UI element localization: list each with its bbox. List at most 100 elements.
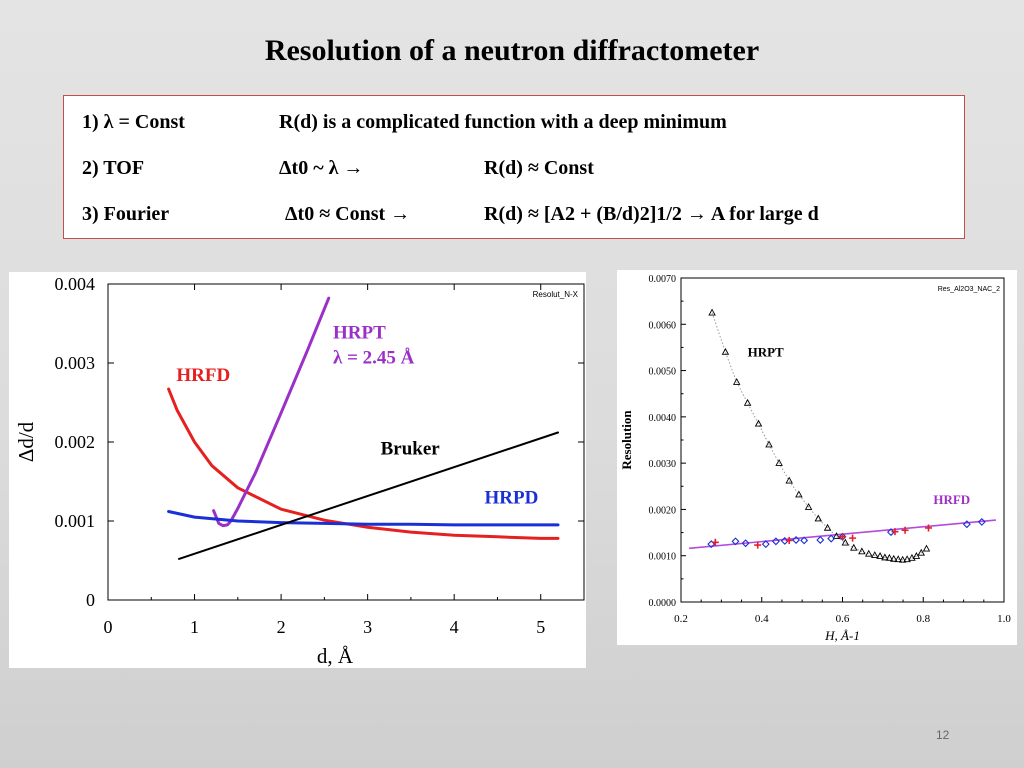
data-point-plus (839, 533, 846, 541)
data-point-triangle (795, 490, 803, 498)
data-point-triangle (922, 544, 931, 552)
data-point-triangle (775, 459, 783, 466)
data-point-triangle (876, 552, 884, 559)
x-tick-label: 0 (104, 617, 113, 637)
series-line-hrpd (167, 510, 560, 527)
y-tick-label: 0 (86, 590, 95, 610)
y-tick-label: 0.0060 (649, 320, 677, 331)
data-point-diamond (977, 517, 986, 526)
data-point-triangle (841, 538, 850, 546)
y-tick-label: 0.001 (55, 511, 96, 531)
y-tick-label: 0.0070 (649, 274, 677, 285)
x-axis-label: H, Å-1 (824, 628, 860, 643)
data-point-diamond (731, 537, 740, 546)
data-point-diamond (827, 534, 836, 543)
x-tick-label: 0.2 (674, 613, 688, 625)
y-tick-label: 0.0040 (649, 413, 677, 424)
data-point-triangle (785, 476, 793, 484)
resolution-methods-box: 1) λ = Const R(d) is a complicated funct… (63, 95, 965, 239)
y-tick-label: 0.0020 (649, 505, 677, 516)
x-tick-label: 1 (190, 617, 199, 637)
method-label: 1) λ = Const (82, 111, 185, 133)
y-tick-label: 0.004 (55, 274, 96, 294)
y-tick-label: 0.0010 (649, 552, 677, 563)
x-tick-label: 2 (277, 617, 286, 637)
plot-frame (680, 277, 1005, 603)
data-point-plus (785, 536, 793, 544)
chart-corner-label: Resolut_N-X (533, 290, 579, 299)
data-point-triangle (903, 555, 911, 563)
y-tick-label: 0.0050 (649, 367, 677, 378)
data-point-plus (924, 524, 932, 532)
y-tick-label: 0.002 (55, 432, 96, 452)
y-axis-label: Δd/d (14, 421, 38, 462)
hrpt-guide-curve (711, 312, 927, 561)
resolution-vs-h-plot: Res_Al2O3_NAC_2 0.2 0.4 0.6 0.8 1.0 0.0000 0.00… (619, 274, 1011, 643)
series-line-bruker (178, 431, 559, 560)
method-result: R(d) ≈ [A2 + (B/d)2]1/2 → A for large d (484, 203, 819, 225)
x-tick-label: 0.6 (836, 613, 850, 625)
curve-label-hrfd: HRFD (933, 492, 970, 507)
data-point-triangle (890, 554, 898, 562)
x-tick-label: 3 (363, 617, 372, 637)
x-tick-label: 5 (536, 617, 545, 637)
data-point-diamond (816, 535, 825, 544)
legend-label-hrfd: HRFD (176, 365, 230, 386)
data-point-triangle (832, 532, 841, 540)
data-point-diamond (761, 540, 770, 549)
data-point-plus (754, 541, 762, 549)
y-axis-label: Resolution (619, 410, 634, 470)
x-axis-label: d, Å (317, 644, 354, 668)
x-tick-label: 0.8 (916, 613, 930, 625)
y-tick-label: 0.0000 (649, 598, 677, 609)
data-point-diamond (962, 520, 971, 529)
data-point-triangle (743, 398, 752, 406)
data-point-triangle (898, 555, 907, 563)
data-point-triangle (894, 555, 902, 563)
data-point-triangle (814, 514, 823, 522)
data-point-triangle (871, 551, 879, 559)
curve-label-hrpt: HRPT (748, 345, 784, 360)
x-tick-label: 1.0 (997, 613, 1011, 625)
data-point-triangle (885, 553, 894, 561)
data-point-plus (711, 538, 719, 546)
series-line-hrfd (167, 387, 560, 540)
legend-label-hrpt: HRPT (333, 323, 386, 344)
y-tick-label: 0.0030 (649, 459, 677, 470)
chart-corner-label: Res_Al2O3_NAC_2 (938, 286, 1000, 293)
x-tick-label: 4 (450, 617, 459, 637)
legend-label-hrpd: HRPD (484, 488, 538, 509)
data-point-triangle (721, 347, 730, 355)
method-result: R(d) ≈ Const (484, 157, 594, 179)
slide-title: Resolution of a neutron diffractometer (264, 34, 760, 67)
data-point-diamond (771, 537, 780, 546)
data-point-diamond (800, 536, 809, 545)
series-line-hrpt (212, 296, 331, 528)
data-point-diamond (741, 539, 750, 548)
data-point-plus (849, 534, 857, 542)
method-relation: Δt0 ≈ Const → (285, 203, 411, 225)
method-relation: R(d) is a complicated function with a de… (279, 111, 727, 133)
resolution-vs-h-chart: Res_Al2O3_NAC_2 0.2 0.4 0.6 0.8 1.0 0.0000 0.00… (617, 270, 1017, 645)
data-point-plus (901, 526, 909, 534)
data-point-triangle (823, 523, 832, 531)
data-point-triangle (732, 378, 741, 385)
method-label: 2) TOF (82, 157, 145, 179)
data-point-triangle (912, 552, 921, 559)
data-point-triangle (864, 549, 873, 557)
data-point-triangle (858, 547, 866, 555)
data-point-triangle (754, 419, 763, 427)
resolution-vs-d-chart: Resolut_N-X 0 1 2 3 4 5 0 0.001 0.002 0.003 0.004 d,… (9, 272, 586, 668)
data-point-plus (891, 528, 899, 536)
method-relation: Δt0 ~ λ → (279, 157, 364, 179)
resolution-vs-d-plot: Resolut_N-X 0 1 2 3 4 5 0 0.001 0.002 0.003 0.004 d,… (14, 274, 585, 668)
y-tick-label: 0.003 (55, 353, 96, 373)
x-tick-label: 0.4 (755, 613, 769, 625)
data-point-triangle (765, 440, 773, 448)
data-point-triangle (881, 553, 889, 561)
method-label: 3) Fourier (82, 203, 170, 225)
legend-sublabel-hrpt: λ = 2.45 Å (333, 348, 415, 369)
slide-number: 12 (936, 728, 950, 742)
data-point-diamond (792, 535, 801, 544)
data-point-triangle (804, 502, 813, 510)
